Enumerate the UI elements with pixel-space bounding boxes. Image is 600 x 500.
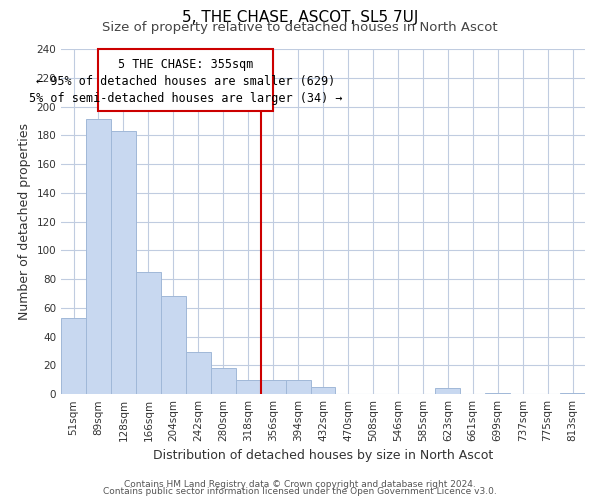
Bar (311, 387, 335, 394)
Text: 5 THE CHASE: 355sqm: 5 THE CHASE: 355sqm (118, 58, 253, 70)
Bar (136, 272, 161, 394)
Bar (86, 120, 111, 394)
Bar (560, 392, 585, 394)
Y-axis label: Number of detached properties: Number of detached properties (18, 123, 31, 320)
Text: Contains HM Land Registry data © Crown copyright and database right 2024.: Contains HM Land Registry data © Crown c… (124, 480, 476, 489)
Bar (260, 380, 286, 394)
Bar (61, 318, 86, 394)
X-axis label: Distribution of detached houses by size in North Ascot: Distribution of detached houses by size … (153, 450, 493, 462)
Bar (286, 380, 311, 394)
Text: 5% of semi-detached houses are larger (34) →: 5% of semi-detached houses are larger (3… (29, 92, 343, 105)
Text: 5, THE CHASE, ASCOT, SL5 7UJ: 5, THE CHASE, ASCOT, SL5 7UJ (182, 10, 418, 25)
Bar (186, 352, 211, 394)
Bar (485, 392, 510, 394)
Bar (161, 296, 186, 394)
Text: ← 95% of detached houses are smaller (629): ← 95% of detached houses are smaller (62… (36, 75, 335, 88)
Text: Size of property relative to detached houses in North Ascot: Size of property relative to detached ho… (102, 22, 498, 35)
Bar (236, 380, 260, 394)
Bar (211, 368, 236, 394)
Bar (435, 388, 460, 394)
Bar (98, 49, 273, 111)
Bar (111, 131, 136, 394)
Text: Contains public sector information licensed under the Open Government Licence v3: Contains public sector information licen… (103, 487, 497, 496)
